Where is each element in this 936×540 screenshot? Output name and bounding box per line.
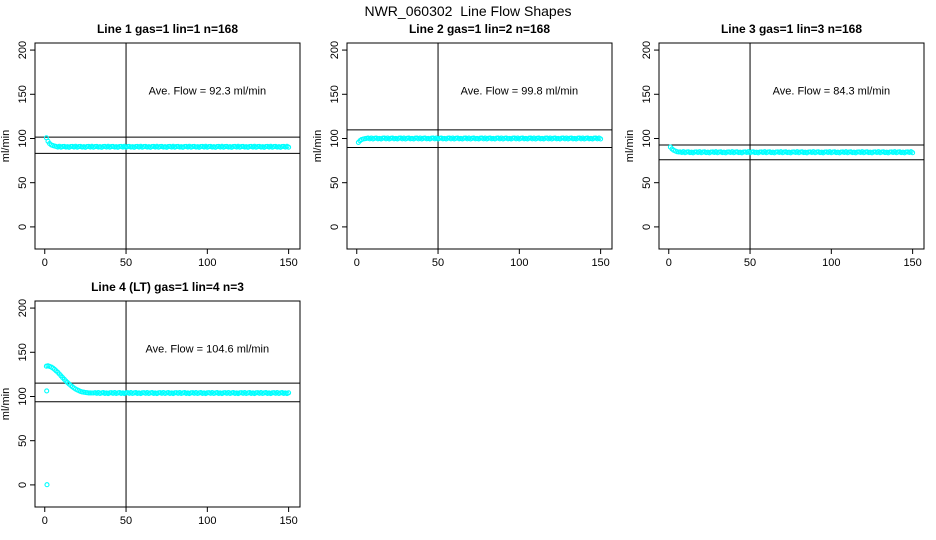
y-tick-label: 0	[329, 224, 341, 230]
x-tick-label: 150	[903, 257, 921, 269]
plot-box	[34, 300, 301, 508]
x-tick-label: 50	[120, 515, 132, 527]
axes: 0 50 100 150 0 50 100 150 200	[17, 41, 298, 269]
reference-lines	[347, 43, 612, 249]
plot-box	[346, 42, 613, 250]
reference-lines	[35, 301, 300, 507]
y-tick-label: 50	[17, 435, 29, 447]
axes: 0 50 100 150 0 50 100 150 200	[329, 41, 610, 269]
y-tick-label: 0	[641, 224, 653, 230]
x-tick-label: 50	[432, 257, 444, 269]
subplot-line-2: 0 50 100 150 0 50 100 150 200 ml/min Line 2 gas=1 …	[312, 18, 624, 280]
subplot-canvas-line-2: 0 50 100 150 0 50 100 150 200 ml/min Line 2 gas=1 …	[312, 22, 613, 269]
x-tick-label: 0	[666, 257, 672, 269]
subplot-canvas-line-4: 0 50 100 150 0 50 100 150 200 ml/min Line 4 (LT) g…	[0, 280, 301, 527]
subplot-title: Line 4 (LT) gas=1 lin=4 n=3	[91, 280, 244, 294]
x-tick-label: 150	[279, 515, 297, 527]
y-tick-label: 100	[17, 129, 29, 147]
subplot-line-1: 0 50 100 150 0 50 100 150 200 ml/min Line 1 gas=1 …	[0, 18, 312, 280]
x-tick-label: 0	[42, 257, 48, 269]
y-tick-label: 0	[17, 224, 29, 230]
y-tick-label: 0	[17, 482, 29, 488]
ave-flow-annotation: Ave. Flow = 92.3 ml/min	[149, 85, 266, 97]
y-tick-label: 50	[329, 177, 341, 189]
x-tick-label: 0	[42, 515, 48, 527]
subplot-canvas-line-1: 0 50 100 150 0 50 100 150 200 ml/min Line 1 gas=1 …	[0, 22, 301, 269]
data-points	[43, 135, 292, 150]
y-tick-label: 50	[641, 177, 653, 189]
y-tick-label: 200	[641, 41, 653, 59]
data-point	[910, 150, 916, 156]
y-axis-label: ml/min	[0, 388, 12, 420]
ave-flow-annotation: Ave. Flow = 99.8 ml/min	[461, 85, 578, 97]
subplot-title: Line 1 gas=1 lin=1 n=168	[97, 22, 238, 36]
x-tick-label: 0	[354, 257, 360, 269]
y-tick-label: 50	[17, 177, 29, 189]
x-tick-label: 150	[591, 257, 609, 269]
y-tick-label: 100	[17, 387, 29, 405]
subplot-canvas-line-3: 0 50 100 150 0 50 100 150 200 ml/min Line 3 gas=1 …	[624, 22, 925, 269]
y-tick-label: 150	[641, 85, 653, 103]
data-points	[43, 363, 292, 488]
data-point	[89, 390, 95, 396]
x-tick-label: 100	[198, 515, 216, 527]
x-tick-label: 50	[120, 257, 132, 269]
y-tick-label: 200	[329, 41, 341, 59]
y-axis-label: ml/min	[0, 130, 12, 162]
plot-box	[658, 42, 925, 250]
y-tick-label: 200	[17, 41, 29, 59]
axes: 0 50 100 150 0 50 100 150 200	[17, 299, 298, 527]
y-tick-label: 150	[329, 85, 341, 103]
reference-lines	[659, 43, 924, 249]
subplot-title: Line 3 gas=1 lin=3 n=168	[721, 22, 862, 36]
y-tick-label: 200	[17, 299, 29, 317]
subplot-line-3: 0 50 100 150 0 50 100 150 200 ml/min Line 3 gas=1 …	[624, 18, 936, 280]
data-point	[598, 136, 604, 142]
ave-flow-annotation: Ave. Flow = 104.6 ml/min	[146, 343, 270, 355]
y-axis-label: ml/min	[624, 130, 636, 162]
data-points	[355, 135, 604, 145]
plot-box	[34, 42, 301, 250]
x-tick-label: 100	[822, 257, 840, 269]
data-point	[44, 482, 50, 488]
data-point	[44, 388, 50, 394]
subplot-title: Line 2 gas=1 lin=2 n=168	[409, 22, 550, 36]
x-tick-label: 50	[744, 257, 756, 269]
data-point	[286, 144, 292, 150]
y-tick-label: 150	[17, 85, 29, 103]
data-points	[667, 144, 916, 156]
axes: 0 50 100 150 0 50 100 150 200	[641, 41, 922, 269]
y-axis-label: ml/min	[312, 130, 324, 162]
data-point	[86, 390, 92, 396]
x-tick-label: 150	[279, 257, 297, 269]
subplot-line-4: 0 50 100 150 0 50 100 150 200 ml/min Line 4 (LT) g…	[0, 276, 312, 538]
data-point	[286, 390, 292, 396]
y-tick-label: 100	[641, 129, 653, 147]
y-tick-label: 150	[17, 343, 29, 361]
ave-flow-annotation: Ave. Flow = 84.3 ml/min	[773, 85, 890, 97]
y-tick-label: 100	[329, 129, 341, 147]
figure-title: NWR_060302 Line Flow Shapes	[364, 3, 572, 19]
x-tick-label: 100	[510, 257, 528, 269]
x-tick-label: 100	[198, 257, 216, 269]
